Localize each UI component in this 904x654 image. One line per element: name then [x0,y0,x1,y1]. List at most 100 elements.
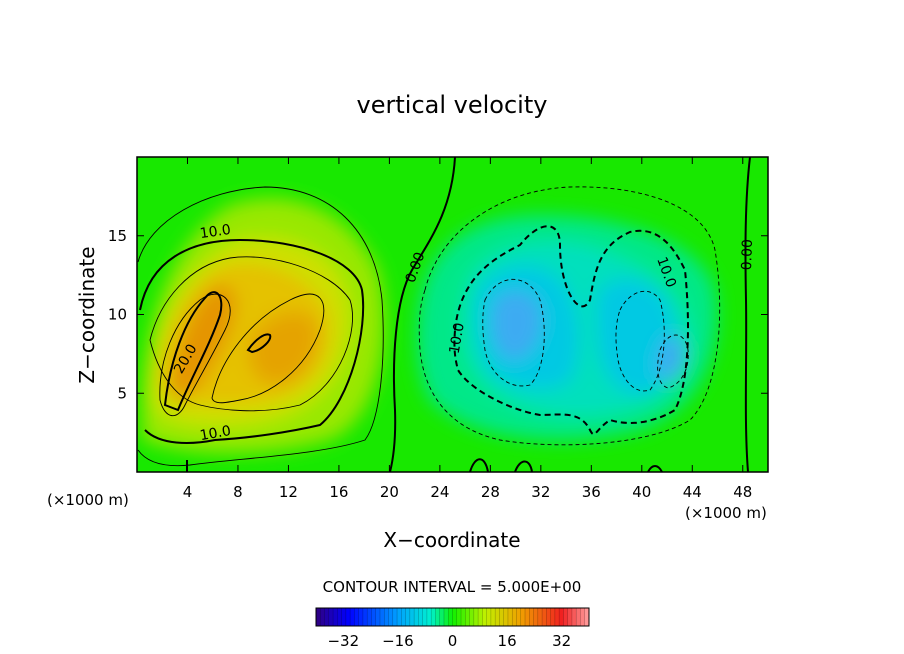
colorbar-cell [563,608,569,626]
colorbar-cell [345,608,351,626]
colorbar-cell [533,608,539,626]
colorbar-frame [315,607,590,627]
x-tick-label: 16 [329,483,348,501]
colorbar-cell [354,608,360,626]
colorbar-cell [328,608,334,626]
contour-label-text: 10.0 [199,222,232,242]
x-tick-label: 44 [683,483,702,501]
x-tick-label: 48 [733,483,752,501]
contour-interval-caption: CONTOUR INTERVAL = 5.000E+00 [323,578,582,596]
x-unit-left: (×1000 m) [47,491,129,509]
colorbar-cell [550,608,556,626]
x-tick-label: 4 [183,483,193,501]
colorbar-cell [525,608,530,626]
colorbar-cell [426,608,432,626]
y-tick-label: 5 [117,384,127,402]
colorbar-cell [333,608,338,626]
x-tick-label: 28 [481,483,500,501]
colorbar-cell [397,608,402,626]
colorbar-cell [503,608,509,626]
y-tick-label: 10 [108,306,127,324]
x-tick-label: 32 [531,483,550,501]
colorbar-cell [520,608,526,626]
colorbar-cell [337,608,343,626]
colorbar-cell [409,608,415,626]
colorbar-cell [516,608,522,626]
colorbar-cell [490,608,496,626]
x-unit-right: (×1000 m) [685,504,767,522]
colorbar-cell [482,608,488,626]
colorbar-cell [448,608,453,626]
colorbar-cell [316,608,321,626]
colorbar-cell [431,608,436,626]
contour-label: 10.0 [199,222,232,242]
heatmap-field [137,157,768,472]
colorbar-cell [499,608,505,626]
colorbar-tick-label: −32 [327,632,359,650]
colorbar-cell [571,608,577,626]
contour-label-text: 10.0 [447,322,468,355]
contour-label: 0.00 [739,239,756,271]
colorbar-cell [461,608,466,626]
colorbar-cell [392,608,398,626]
x-tick-label: 20 [380,483,399,501]
colorbar-cell [435,608,441,626]
colorbar-cell [495,608,500,626]
colorbar-cell [542,608,547,626]
x-tick-label: 36 [582,483,601,501]
colorbar-cell [405,608,411,626]
colorbar-cell [401,608,407,626]
colorbar-cell [320,608,326,626]
contour-lines [137,157,751,472]
colorbar-cell [362,608,368,626]
chart-title: vertical velocity [357,91,548,119]
colorbar-cell [546,608,552,626]
colorbar-cell [418,608,424,626]
contour-label: 10.0 [199,423,232,444]
colorbar-cell [465,608,471,626]
colorbar-tick-label: −16 [382,632,414,650]
colorbar-cell [486,608,492,626]
colorbar-cell [367,608,372,626]
colorbar-cell [341,608,347,626]
colorbar-cell [358,608,364,626]
colorbar-cell [422,608,428,626]
colorbar-cell [350,608,355,626]
contour-label-text: 10.0 [199,423,232,444]
colorbar-cell [576,608,581,626]
colorbar-tick-label: 16 [498,632,517,650]
colorbar-tick-label: 0 [448,632,458,650]
colorbar-cell [469,608,475,626]
y-tick-label: 15 [108,227,127,245]
contour-label-text: 0.00 [739,239,756,271]
x-tick-label: 8 [233,483,243,501]
x-tick-label: 40 [632,483,651,501]
contour-label: 10.0 [447,322,468,355]
colorbar-ticks: −32 −16 0 16 32 [327,632,571,650]
y-axis-label: Z−coordinate [75,246,99,383]
colorbar-cell [584,608,590,626]
colorbar-tick-label: 32 [552,632,571,650]
colorbar-cell [512,608,517,626]
colorbar-cell [478,608,483,626]
colorbar-cell [384,608,390,626]
colorbar-cell [379,608,385,626]
colorbar-cell [537,608,543,626]
colorbar-cell [443,608,449,626]
x-axis-ticks: 4 8 12 16 20 24 28 32 36 40 44 48 [183,157,752,501]
colorbar-cell [324,608,330,626]
x-tick-label: 24 [430,483,449,501]
x-tick-label: 12 [279,483,298,501]
colorbar [315,607,590,627]
colorbar-cell [375,608,381,626]
x-axis-label: X−coordinate [383,528,520,552]
y-axis-ticks: 5 10 15 [108,227,768,402]
colorbar-cell [439,608,445,626]
colorbar-cell [580,608,586,626]
colorbar-cell [567,608,573,626]
colorbar-cell [554,608,560,626]
colorbar-cell [452,608,458,626]
colorbar-cell [473,608,479,626]
colorbar-cell [388,608,394,626]
